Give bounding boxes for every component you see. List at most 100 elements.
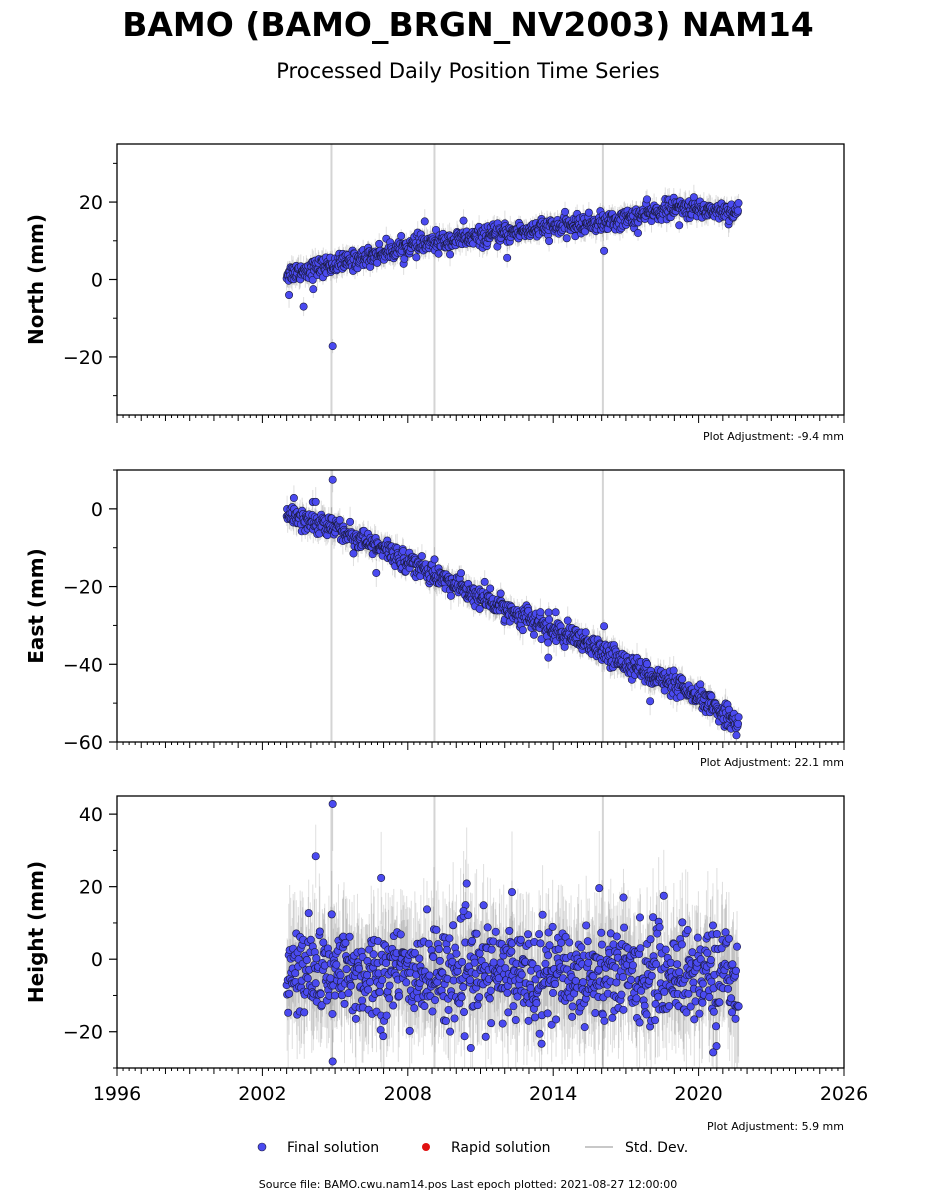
data-point [585,209,592,216]
data-point [646,698,653,705]
y-axis: −20 0 20 [63,163,117,395]
data-point [329,342,336,349]
data-point [303,956,310,963]
data-point [355,965,362,972]
data-point [352,1015,359,1022]
data-point [545,237,552,244]
data-point [486,585,493,592]
data-point [333,961,340,968]
data-point [310,285,317,292]
data-point [331,992,338,999]
data-point [734,720,741,727]
data-point [643,196,650,203]
y-tick-label: −40 [63,654,103,676]
data-point [373,569,380,576]
data-point [733,732,740,739]
data-point [290,494,297,501]
data-point [375,240,382,247]
data-point [600,247,607,254]
data-point [346,518,353,525]
y-tick-label: 0 [91,270,103,292]
panel-2: −60 −40 −20 0 East (mm) Plot Adjustment: 22.1… [24,467,844,769]
data-point [313,955,320,962]
x-ticks [117,742,844,750]
panels: −20 0 20 North (mm) Plot Adjustment: -9.4 mm… [24,144,868,1133]
data-point [447,592,454,599]
data-point [341,1000,348,1007]
data-point [545,616,552,623]
data-point [519,626,526,633]
data-point [460,217,467,224]
time-series-figure: BAMO (BAMO_BRGN_NV2003) NAM14 Processed … [0,0,937,1200]
y-axis-label: North (mm) [24,214,48,345]
y-tick-label: 0 [91,499,103,521]
data-point [300,303,307,310]
plot-frame [117,144,844,415]
plot-adjustment: Plot Adjustment: 22.1 mm [700,756,844,769]
chart-title: BAMO (BAMO_BRGN_NV2003) NAM14 [122,5,814,44]
data-point [734,207,741,214]
final-solution-points [283,476,742,739]
y-tick-label: −20 [63,347,103,369]
data-point [503,254,510,261]
data-point [634,229,641,236]
data-point [582,629,589,636]
data-point [708,692,715,699]
data-point [336,516,343,523]
final-solution-points [283,194,742,350]
data-point [328,911,335,918]
data-point [446,251,453,258]
data-point [564,617,571,624]
plot-area [283,467,742,749]
data-point [347,982,354,989]
data-point [679,675,686,682]
data-point [545,654,552,661]
data-point [317,990,324,997]
data-point [343,965,350,972]
data-point [697,681,704,688]
data-point [397,232,404,239]
data-point [676,222,683,229]
data-point [600,623,607,630]
data-point [413,254,420,261]
data-point [457,569,464,576]
plot-area [283,144,742,415]
data-point [421,218,428,225]
data-point [301,1009,308,1016]
data-point [329,476,336,483]
data-point [337,971,344,978]
data-point [643,660,650,667]
std-dev-bars [287,757,739,1117]
y-tick-label: −20 [63,577,103,599]
page: BAMO (BAMO_BRGN_NV2003) NAM14 Processed … [0,0,937,1200]
data-point [305,909,312,916]
y-tick-label: −60 [63,732,103,754]
data-point [312,980,319,987]
x-ticks [117,415,844,423]
data-point [292,970,299,977]
data-point [316,928,323,935]
y-axis-label: East (mm) [24,548,48,664]
data-point [312,498,319,505]
data-point [346,933,353,940]
data-point [530,631,537,638]
y-tick-label: 20 [79,192,103,214]
data-point [285,990,292,997]
data-point [285,291,292,298]
data-point [552,609,559,616]
data-point [284,1009,291,1016]
data-point [431,556,438,563]
data-point [329,1010,336,1017]
data-point [537,608,544,615]
plot-adjustment: Plot Adjustment: -9.4 mm [703,430,844,443]
data-point [350,550,357,557]
data-point [670,667,677,674]
data-point [735,199,742,206]
data-point [345,989,352,996]
data-point [418,552,425,559]
data-point [304,975,311,982]
data-point [481,578,488,585]
data-point [497,590,504,597]
data-point [561,208,568,215]
